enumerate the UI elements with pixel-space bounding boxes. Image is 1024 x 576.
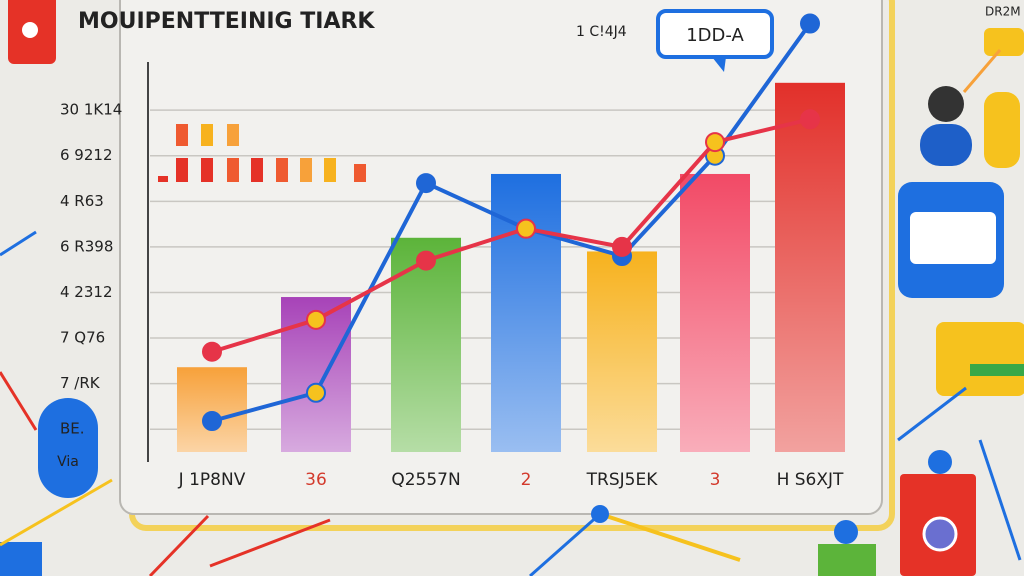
- deco: [0, 478, 113, 547]
- deco: [0, 542, 42, 576]
- deco: [529, 512, 601, 576]
- chart-title: MOUIPENTTEINIG TIARK: [78, 9, 375, 34]
- deco: [209, 518, 331, 568]
- line-point: [800, 13, 820, 34]
- x-tick-label: H S6XJT: [777, 470, 844, 490]
- deco: [0, 230, 37, 257]
- line-point: [516, 218, 536, 239]
- mini-bars: [158, 124, 366, 182]
- x-tick-label: TRSJ5EK: [586, 470, 659, 490]
- bar-sheen: [775, 82, 845, 453]
- line-point: [416, 250, 436, 271]
- deco: [970, 364, 1024, 376]
- deco: [897, 386, 967, 442]
- deco: [922, 516, 958, 552]
- x-tick-label: Q2557N: [391, 470, 460, 490]
- deco: [978, 439, 1022, 561]
- line-point: [705, 132, 725, 153]
- x-tick-label: 36: [305, 470, 327, 490]
- line-point: [306, 309, 326, 330]
- badge: 1DD-A: [686, 25, 744, 46]
- deco: [834, 520, 858, 544]
- icon-dot: [22, 22, 38, 38]
- line-point: [306, 382, 326, 403]
- y-tick-label: 7 /RK: [60, 374, 101, 392]
- bar-sheen: [587, 251, 657, 452]
- bar-sheen: [680, 173, 750, 452]
- subtitle: 1 C!4J4: [576, 24, 627, 40]
- x-tick-label: 3: [710, 470, 721, 490]
- y-tick-label: 4 2312: [60, 283, 113, 301]
- line-point: [612, 236, 632, 257]
- side-label: Via: [57, 454, 79, 470]
- x-tick-label: J 1P8NV: [178, 470, 246, 490]
- deco: [148, 514, 210, 576]
- deco: [920, 124, 972, 166]
- y-tick-label: 6 R398: [60, 237, 113, 255]
- deco: [38, 398, 98, 498]
- deco: [599, 512, 741, 562]
- deco-card-inner: [910, 212, 996, 264]
- line-point: [202, 411, 222, 432]
- corner-label: DR2M: [985, 5, 1021, 19]
- line-point: [202, 341, 222, 362]
- deco: [984, 92, 1020, 168]
- deco: [928, 450, 952, 474]
- badge-tail: [712, 57, 726, 72]
- deco: [984, 28, 1024, 56]
- deco: [962, 49, 1002, 93]
- deco: [928, 86, 964, 122]
- deco: [0, 371, 38, 431]
- y-tick-label: 4 R63: [60, 192, 104, 210]
- y-tick-label: 6 9212: [60, 146, 113, 164]
- y-tick-label: 7 Q76: [60, 329, 105, 347]
- deco: [591, 505, 609, 523]
- deco: [818, 544, 876, 576]
- x-tick-label: 2: [521, 470, 532, 490]
- y-tick-label: BE.: [60, 420, 85, 438]
- line-point: [800, 109, 820, 130]
- deco: [936, 322, 1024, 396]
- y-tick-label: 30 1K14: [60, 101, 122, 119]
- line-point: [416, 173, 436, 194]
- bar-sheen: [177, 367, 247, 452]
